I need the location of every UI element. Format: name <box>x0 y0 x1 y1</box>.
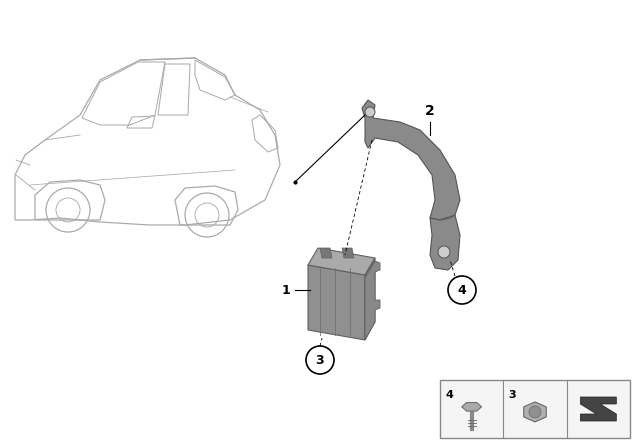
Polygon shape <box>430 215 460 270</box>
Text: 3: 3 <box>508 390 516 400</box>
Text: 4: 4 <box>458 284 467 297</box>
Polygon shape <box>365 261 380 340</box>
Text: 1: 1 <box>281 284 290 297</box>
Text: 4: 4 <box>445 390 453 400</box>
Polygon shape <box>342 248 354 258</box>
Circle shape <box>438 246 450 258</box>
Polygon shape <box>362 100 460 220</box>
Polygon shape <box>524 402 547 422</box>
Polygon shape <box>365 258 375 340</box>
Text: 267104: 267104 <box>593 430 632 440</box>
Bar <box>440 380 630 438</box>
Text: 2: 2 <box>425 104 435 118</box>
Polygon shape <box>308 248 375 275</box>
Text: 3: 3 <box>316 353 324 366</box>
Polygon shape <box>461 402 482 411</box>
Polygon shape <box>308 265 365 340</box>
Circle shape <box>365 107 375 117</box>
Circle shape <box>529 406 541 418</box>
Polygon shape <box>580 397 616 421</box>
Polygon shape <box>320 248 332 258</box>
